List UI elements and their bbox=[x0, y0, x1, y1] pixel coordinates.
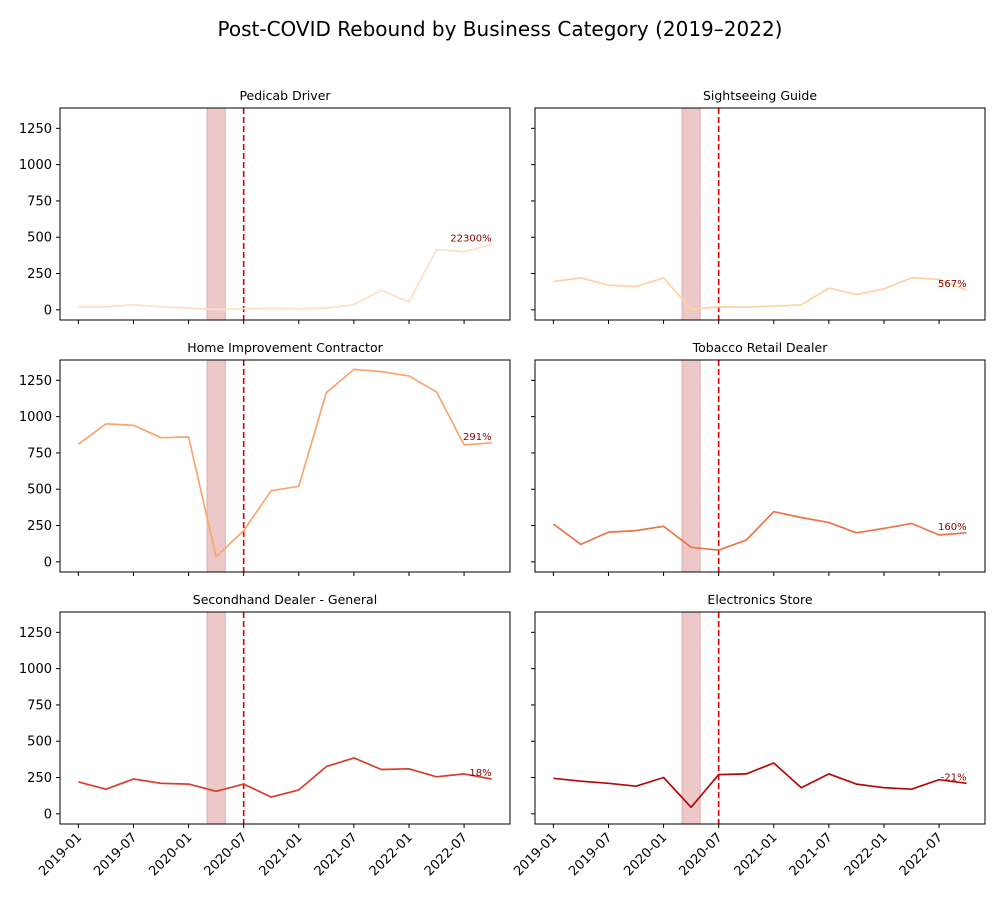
y-tick-label: 250 bbox=[27, 519, 52, 534]
x-tick-label: 2019-07 bbox=[91, 830, 140, 879]
y-tick-label: 0 bbox=[44, 555, 52, 570]
y-tick-label: 1000 bbox=[19, 158, 52, 173]
lockdown-span bbox=[206, 611, 226, 825]
change-annotation: 160% bbox=[938, 522, 967, 533]
panel-title: Sightseeing Guide bbox=[703, 88, 817, 103]
y-tick-label: 1250 bbox=[19, 122, 52, 137]
y-tick-label: 1250 bbox=[19, 626, 52, 641]
y-tick-label: 0 bbox=[44, 807, 52, 822]
panel-title: Pedicab Driver bbox=[239, 88, 331, 103]
y-tick-label: 750 bbox=[27, 194, 52, 209]
panel-title: Secondhand Dealer - General bbox=[193, 592, 377, 607]
y-tick-label: 1000 bbox=[19, 662, 52, 677]
x-tick-label: 2021-01 bbox=[257, 830, 306, 879]
chart-title: Post-COVID Rebound by Business Category … bbox=[218, 17, 783, 41]
change-annotation: 18% bbox=[469, 768, 491, 779]
x-tick-label: 2021-07 bbox=[312, 830, 361, 879]
y-tick-label: 750 bbox=[27, 446, 52, 461]
x-tick-label: 2019-01 bbox=[511, 830, 560, 879]
x-tick-label: 2020-01 bbox=[621, 830, 670, 879]
y-tick-label: 500 bbox=[27, 231, 52, 246]
axes-frame bbox=[59, 107, 511, 321]
series-line bbox=[553, 762, 967, 809]
x-tick-label: 2019-01 bbox=[36, 830, 85, 879]
panel-6: Electronics Store-21%2019-01 2019-07 2020-… bbox=[511, 592, 986, 879]
series-line bbox=[77, 368, 492, 558]
y-tick-label: 1000 bbox=[19, 410, 52, 425]
panels-group: Pedicab Driver 22300% 0 250 500 750 1000 1250 Si… bbox=[19, 88, 986, 879]
panel-title: Tobacco Retail Dealer bbox=[692, 340, 829, 355]
panel-title: Electronics Store bbox=[707, 592, 812, 607]
x-tick-label: 2019-07 bbox=[566, 830, 615, 879]
panel-4: Tobacco Retail Dealer 160% bbox=[531, 340, 986, 576]
lockdown-span bbox=[681, 359, 701, 573]
x-tick-label: 2020-01 bbox=[146, 830, 195, 879]
y-tick-label: 0 bbox=[44, 303, 52, 318]
y-tick-label: 1250 bbox=[19, 374, 52, 389]
series-line bbox=[552, 510, 967, 552]
series-line bbox=[553, 277, 967, 310]
series-line bbox=[78, 757, 492, 798]
axes-frame bbox=[534, 107, 986, 321]
panel-2: Sightseeing Guide 567% bbox=[531, 88, 986, 324]
y-tick-label: 250 bbox=[27, 771, 52, 786]
y-tick-label: 500 bbox=[27, 735, 52, 750]
x-tick-label: 2022-07 bbox=[422, 830, 471, 879]
x-tick-label: 2020-07 bbox=[201, 830, 250, 879]
lockdown-span bbox=[681, 611, 701, 825]
axes-frame bbox=[59, 359, 511, 573]
lockdown-span bbox=[206, 359, 226, 573]
change-annotation: 22300% bbox=[450, 233, 491, 244]
panel-1: Pedicab Driver 22300% 0 250 500 750 1000 1250 bbox=[19, 88, 511, 324]
axes-frame bbox=[534, 359, 986, 573]
x-tick-label: 2020-07 bbox=[676, 830, 725, 879]
x-tick-label: 2022-01 bbox=[367, 830, 416, 879]
lockdown-span bbox=[681, 107, 701, 321]
axes-frame bbox=[59, 611, 511, 825]
panel-3: Home Improvement Contractor 291% 0 250 500 75… bbox=[19, 340, 511, 576]
x-tick-label: 2021-07 bbox=[787, 830, 836, 879]
series-line bbox=[78, 243, 492, 311]
x-tick-label: 2021-01 bbox=[732, 830, 781, 879]
panel-5: Secondhand Dealer - General 18% 0 250 500 750… bbox=[19, 592, 511, 879]
x-tick-label: 2022-01 bbox=[842, 830, 891, 879]
change-annotation: 291% bbox=[463, 432, 492, 443]
panel-title: Home Improvement Contractor bbox=[187, 340, 383, 355]
x-tick-label: 2022-07 bbox=[897, 830, 946, 879]
y-tick-label: 750 bbox=[27, 698, 52, 713]
y-tick-label: 250 bbox=[27, 267, 52, 282]
change-annotation: -21% bbox=[941, 772, 967, 783]
axes-frame bbox=[534, 611, 986, 825]
change-annotation: 567% bbox=[938, 279, 967, 290]
y-tick-label: 500 bbox=[27, 483, 52, 498]
lockdown-span bbox=[206, 107, 226, 321]
